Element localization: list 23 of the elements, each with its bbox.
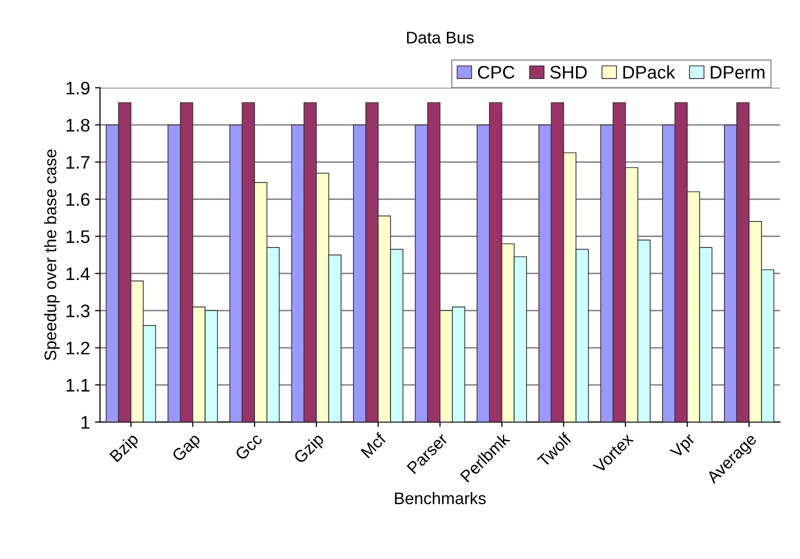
y-tick-label: 1.3 <box>66 304 90 318</box>
x-tick-label: Vpr <box>669 432 698 462</box>
x-tick-label: Gzip <box>292 432 327 466</box>
legend-label: CPC <box>478 66 514 79</box>
x-tick-label: Gap <box>171 432 204 464</box>
chart-title: Data Bus <box>407 32 474 44</box>
x-tick-label: Gcc <box>234 432 263 461</box>
x-tick-label: Mcf <box>360 432 387 458</box>
y-tick-label: 1.9 <box>66 82 90 94</box>
legend-label: DPack <box>623 65 676 79</box>
x-tick-label: Bzip <box>108 432 142 465</box>
y-tick-label: 1.7 <box>66 156 90 169</box>
y-tick-label: 1.1 <box>66 379 90 392</box>
legend-label: DPerm <box>710 66 764 79</box>
legend-label: SHD <box>550 66 587 79</box>
y-tick-label: 1.4 <box>66 268 90 280</box>
y-tick-label: 1.2 <box>66 342 90 354</box>
x-axis-title: Benchmarks <box>395 492 486 504</box>
y-tick-label: 1.5 <box>66 230 90 244</box>
y-tick-label: 1 <box>82 416 90 429</box>
y-tick-label: 1.6 <box>66 193 90 206</box>
y-axis-title: Speedup over the base case <box>44 150 60 360</box>
y-tick-label: 1.8 <box>66 118 90 132</box>
